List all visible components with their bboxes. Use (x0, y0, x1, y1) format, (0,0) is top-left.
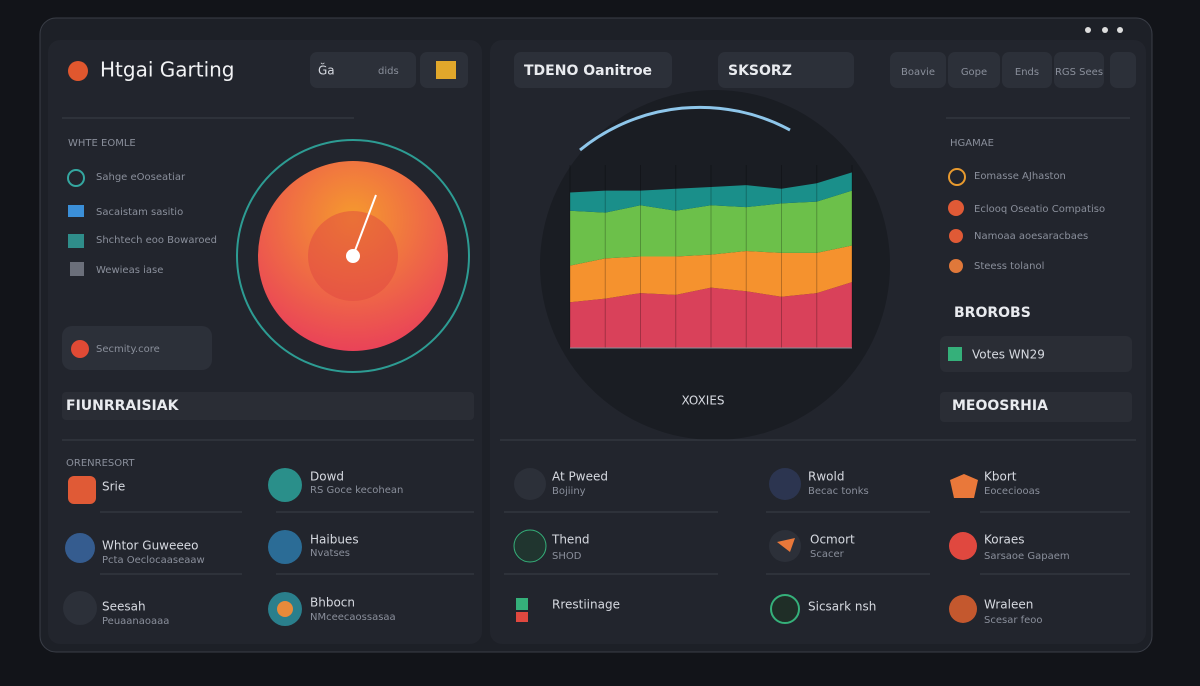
button-label: Ends (1015, 67, 1039, 78)
status (940, 336, 1132, 372)
button-label: Gope (961, 67, 987, 78)
security-label: Secmity.core (96, 344, 160, 355)
banner: MEOOSRHIA (952, 398, 1048, 414)
item: Wewieas iase (96, 265, 163, 276)
list-subtitle: Nvatses (310, 548, 350, 559)
left-items: Sahge eOoseatiar Sacaistam sasitio Shcht… (67, 169, 217, 276)
button-label: Boavie (901, 67, 935, 78)
button[interactable] (1002, 52, 1052, 88)
area (570, 172, 852, 213)
x-axis-label: XOXIES (681, 394, 724, 408)
tile-title: Rwold (808, 470, 844, 484)
list-title: Haibues (310, 533, 359, 547)
tile-subtitle: Scesar feoo (984, 615, 1043, 626)
list-subtitle: RS Goce kecohean (310, 485, 403, 496)
tab[interactable] (514, 52, 672, 88)
button-label: RGS Sees (1055, 67, 1103, 78)
area (570, 245, 852, 303)
button-label: dids (378, 66, 399, 77)
tab-label: SKSORZ (728, 63, 792, 79)
tile-title: Sicsark nsh (808, 600, 876, 614)
list-subtitle: NMceecaossasaa (310, 612, 396, 623)
tile-title: At Pweed (552, 470, 608, 484)
item: Sacaistam sasitio (96, 207, 183, 218)
tile-title: Wraleen (984, 598, 1033, 612)
section-title: WHTE EOMLE (68, 138, 136, 149)
button-label: Ğa (318, 63, 335, 78)
tile-subtitle: Bojiiny (552, 486, 586, 497)
list-title: Srie (102, 480, 125, 494)
button[interactable] (948, 52, 1000, 88)
list-title: Seesah (102, 600, 146, 614)
list-subtitle: Peuaanaoaaa (102, 616, 169, 627)
tile-title: Rrestiinage (552, 598, 620, 612)
area (570, 282, 852, 348)
tile-subtitle: Sarsaoe Gapaem (984, 551, 1070, 562)
gauge-ring (236, 139, 470, 373)
chart (569, 165, 853, 349)
item: Eclooq Oseatio Compatiso (974, 204, 1105, 215)
tab-label: TDENO Oanitroe (524, 63, 652, 79)
tile-subtitle: SHOD (552, 551, 582, 562)
tab[interactable] (718, 52, 854, 88)
logo (68, 61, 88, 81)
button[interactable] (890, 52, 946, 88)
item: Steess tolanol (974, 261, 1044, 272)
item: Namoaa aoesaracbaes (974, 231, 1088, 242)
list-title: Bhbocn (310, 596, 355, 610)
item: Eomasse AJhaston (974, 171, 1066, 182)
item: Sahge eOoseatiar (96, 172, 186, 183)
section-title: HGAMAE (950, 138, 994, 149)
bottom-grid: At Pweed Bojiiny Rwold Becac tonks Kbort… (504, 468, 1130, 626)
list-title: ORENRESORT (66, 458, 135, 469)
tile-title: Thend (551, 533, 590, 547)
tile-title: Ocmort (810, 533, 855, 547)
right-buttons: Boavie Gope Ends RGS Sees (890, 52, 1136, 88)
list-title: Dowd (310, 470, 344, 484)
list-subtitle: Pcta Oeclocaaseaaw (102, 555, 205, 566)
button[interactable] (1110, 52, 1136, 88)
button[interactable] (1054, 52, 1104, 88)
tile-subtitle: Eoceciooas (984, 486, 1040, 497)
subtitle: BROROBS (954, 305, 1031, 321)
tile-subtitle: Becac tonks (808, 486, 869, 497)
tile-subtitle: Scacer (810, 549, 845, 560)
brand: Htgai Garting (100, 58, 235, 82)
left-list: Srie Dowd RS Goce kecohean Whtor Guweeeo… (63, 468, 474, 627)
security-button[interactable] (62, 326, 212, 370)
tile-title: Kbort (984, 470, 1017, 484)
banner: FIUNRRAISIAK (66, 398, 180, 414)
item: Shchtech eoo Bowaroed (96, 235, 217, 246)
list-title: Whtor Guweeeo (102, 539, 198, 553)
tile-title: Koraes (984, 533, 1025, 547)
button[interactable] (310, 52, 416, 88)
status-label: Votes WN29 (972, 348, 1045, 362)
area (570, 190, 852, 266)
